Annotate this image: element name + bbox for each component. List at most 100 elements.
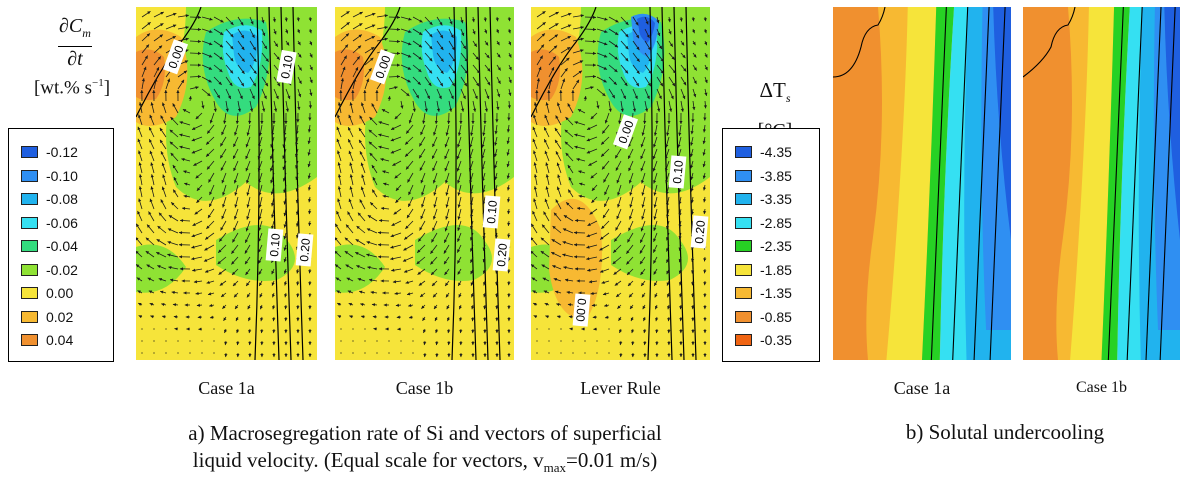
vector-head xyxy=(547,90,551,94)
vector-head xyxy=(641,204,645,208)
vector-head xyxy=(680,108,684,112)
vector-head xyxy=(195,291,199,296)
vector-head xyxy=(432,155,435,159)
vector-head xyxy=(470,270,474,275)
vector-head xyxy=(703,258,707,262)
vector-head xyxy=(458,282,462,286)
vector-head xyxy=(405,141,409,145)
contour-label-bg xyxy=(690,215,709,249)
vector-head xyxy=(655,317,659,322)
vector-head xyxy=(704,41,708,46)
vector-head xyxy=(349,174,353,178)
vector-head xyxy=(588,280,593,284)
vector-head xyxy=(236,341,240,346)
contour-line xyxy=(1126,7,1143,360)
right-legend-label: -1.35 xyxy=(760,285,792,301)
vector-head xyxy=(447,317,451,322)
vector-head xyxy=(180,218,184,223)
vector-head xyxy=(172,164,176,169)
vector-head xyxy=(283,189,287,193)
right-legend-item: -1.85 xyxy=(735,262,792,278)
vector-head xyxy=(241,46,245,50)
vector-head xyxy=(664,156,668,160)
vector-head xyxy=(482,189,486,193)
vector-head xyxy=(295,211,300,215)
contour-line xyxy=(1107,7,1124,360)
vector-head xyxy=(540,44,545,48)
vector-head xyxy=(384,315,388,319)
vector-head xyxy=(296,119,300,123)
vector-head xyxy=(297,106,301,111)
vector-head xyxy=(147,224,151,228)
vector-head xyxy=(405,225,409,229)
vector-head xyxy=(260,120,264,124)
vector-head xyxy=(590,291,594,296)
vector-head xyxy=(679,294,683,298)
vector-head xyxy=(224,341,228,346)
vector-head xyxy=(282,155,286,159)
vector-head xyxy=(508,92,512,96)
vector-head xyxy=(556,162,560,167)
left-legend-swatch xyxy=(21,287,38,299)
vector-head xyxy=(574,267,578,271)
vector-head xyxy=(443,260,448,265)
vector-head xyxy=(272,342,276,346)
vector-head xyxy=(486,95,490,100)
vector-dot xyxy=(536,340,538,342)
region-minus-0-02-left xyxy=(136,244,186,293)
vector-head xyxy=(456,167,460,172)
vector-head xyxy=(691,29,695,34)
vector-head xyxy=(369,116,373,121)
vector-dot xyxy=(608,352,610,354)
contour-label: 0.20 xyxy=(690,215,709,249)
vector-head xyxy=(197,63,201,67)
vector-head xyxy=(307,187,312,191)
vector-head xyxy=(631,341,635,346)
vector-head xyxy=(626,261,630,265)
vector-head xyxy=(296,306,300,310)
vector-head xyxy=(566,57,570,62)
vector-head xyxy=(245,155,249,160)
vector-head xyxy=(531,264,535,268)
vector-head xyxy=(536,78,540,82)
left-legend-label: -0.10 xyxy=(46,167,78,184)
vector-head xyxy=(263,45,267,50)
vector-head xyxy=(690,176,694,180)
vector-head xyxy=(604,191,608,196)
vector-head xyxy=(198,327,202,331)
vector-head xyxy=(630,305,634,310)
vector-head xyxy=(507,330,511,334)
vector-head xyxy=(553,277,558,282)
vector-head xyxy=(284,294,288,298)
vector-head xyxy=(484,108,488,112)
vector-head xyxy=(586,257,590,261)
vector-head xyxy=(590,175,594,179)
vector-head xyxy=(420,179,424,184)
vector-head xyxy=(678,247,682,251)
vector-head xyxy=(260,329,264,334)
vector-head xyxy=(643,341,647,346)
vector-head xyxy=(271,282,275,286)
vector-head xyxy=(446,305,450,310)
vector-head xyxy=(408,315,413,319)
vector-head xyxy=(415,94,419,99)
vector-head xyxy=(628,167,632,172)
vector-head xyxy=(507,354,511,358)
vector-head xyxy=(653,249,657,253)
vector-head xyxy=(371,24,376,28)
vector-head xyxy=(392,162,396,166)
vector-head xyxy=(604,303,608,308)
contour-label-bg xyxy=(295,233,314,267)
vector-head xyxy=(545,162,549,166)
vector-head xyxy=(309,92,313,96)
left-legend-swatch xyxy=(21,263,38,276)
right-legend-swatch xyxy=(735,310,752,323)
vector-head xyxy=(261,19,265,24)
vector-head xyxy=(185,49,189,53)
vector-head xyxy=(272,317,276,322)
vector-head xyxy=(420,293,424,297)
vector-head xyxy=(391,126,395,130)
vector-dot xyxy=(584,352,586,354)
vector-head xyxy=(382,170,386,174)
vector-dot xyxy=(412,340,414,342)
